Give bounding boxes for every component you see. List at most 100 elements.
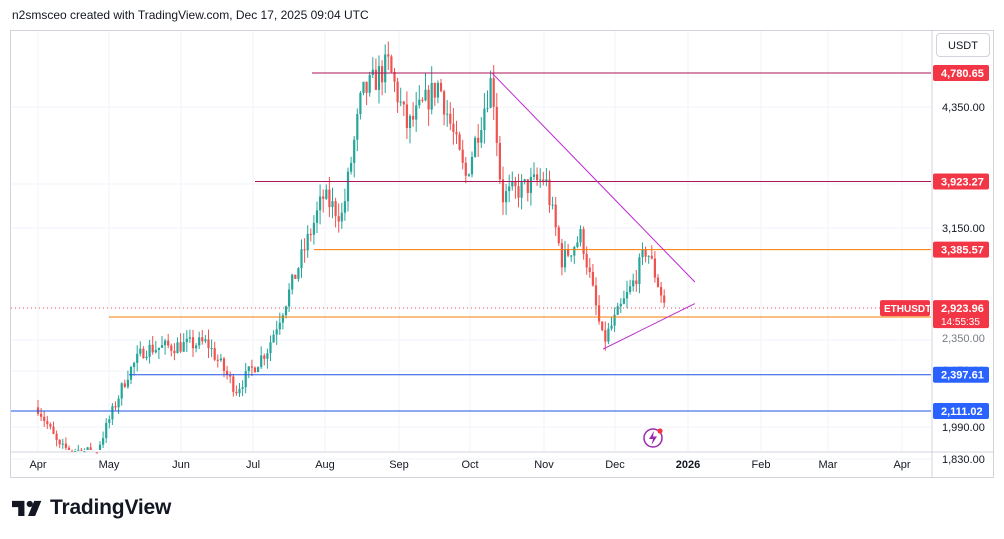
current-price-label	[933, 300, 989, 329]
candle-down	[365, 81, 368, 93]
candle-up	[83, 451, 86, 453]
candle-up	[362, 81, 365, 93]
time-tick-label: Nov	[534, 459, 554, 471]
candle-up	[281, 315, 284, 323]
candle-down	[207, 339, 210, 349]
candle-down	[222, 358, 226, 371]
candle-down	[142, 348, 145, 359]
candle-down	[542, 179, 545, 182]
time-tick-label: Feb	[752, 459, 771, 471]
candle-up	[291, 274, 294, 290]
candle-up	[613, 314, 616, 326]
tradingview-logo[interactable]: TradingView	[12, 496, 171, 520]
candle-down	[402, 101, 405, 105]
candle-up	[467, 174, 470, 176]
price-label-2,111.02	[933, 403, 989, 419]
candle-down	[582, 229, 585, 255]
symbol-tag-text: ETHUSDT	[884, 304, 931, 315]
candle-up	[371, 69, 374, 75]
price-label-4,780.65	[933, 65, 989, 81]
candle-up	[625, 292, 629, 299]
tradingview-wordmark: TradingView	[50, 496, 172, 519]
candle-down	[167, 340, 170, 346]
candle-up	[474, 137, 477, 157]
candle-down	[309, 233, 312, 235]
candle-up	[86, 447, 89, 450]
candle-down	[548, 179, 551, 205]
candle-up	[551, 204, 554, 206]
candle-up	[133, 362, 136, 367]
time-tick-label: Aug	[315, 459, 335, 471]
candle-down	[232, 376, 235, 392]
candle-down	[213, 348, 216, 360]
candle-up	[111, 406, 114, 420]
candle-up	[539, 179, 542, 181]
time-tick-label: Apr	[893, 459, 910, 471]
candle-up	[164, 340, 167, 346]
candle-down	[123, 383, 126, 387]
candle-down	[250, 366, 253, 368]
candle-up	[418, 99, 421, 106]
candle-up	[570, 255, 573, 257]
candle-up	[470, 156, 474, 175]
candle-up	[105, 422, 108, 439]
candle-up	[284, 306, 288, 316]
trendline-lower[interactable]	[602, 303, 696, 350]
candle-up	[563, 249, 567, 268]
price-label-text: 2,111.02	[941, 406, 983, 418]
candle-down	[536, 174, 539, 181]
price-tick-label: 1,830.00	[942, 454, 985, 466]
time-tick-label: 2026	[676, 459, 700, 471]
candle-down	[67, 447, 71, 450]
candle-down	[449, 113, 452, 124]
candle-up	[77, 449, 80, 451]
candle-down	[644, 249, 647, 257]
price-label-text: 4,780.65	[941, 68, 984, 80]
candle-down	[46, 421, 49, 425]
candle-down	[514, 181, 517, 187]
candle-down	[49, 424, 52, 427]
candle-up	[446, 113, 449, 115]
time-tick-label: Mar	[819, 459, 838, 471]
lightning-icon[interactable]	[642, 427, 664, 449]
candle-up	[384, 54, 387, 83]
candle-up	[204, 339, 207, 342]
price-label-3,385.57	[933, 241, 989, 258]
price-label-2,397.61	[933, 366, 989, 383]
countdown-text: 14:55:35	[941, 317, 980, 328]
candle-up	[288, 289, 291, 307]
candle-down	[433, 82, 436, 98]
candle-down	[95, 452, 98, 454]
candle-down	[216, 359, 219, 361]
candle-down	[588, 267, 591, 272]
price-label-3,923.27	[933, 173, 989, 190]
candle-up	[579, 229, 582, 243]
candle-up	[399, 101, 402, 103]
candle-down	[40, 413, 43, 417]
candle-up	[315, 210, 319, 223]
candle-up	[632, 280, 635, 287]
candle-up	[154, 349, 157, 353]
candle-down	[663, 295, 666, 303]
trendline-upper[interactable]	[491, 72, 696, 283]
candle-down	[374, 69, 377, 90]
time-tick-label: Dec	[605, 459, 625, 471]
candle-down	[452, 123, 455, 133]
candle-down	[554, 204, 557, 228]
candle-up	[272, 334, 275, 343]
candle-down	[64, 443, 67, 448]
candle-down	[650, 255, 653, 259]
candle-down	[601, 321, 604, 331]
candle-up	[238, 388, 241, 394]
candle-down	[170, 345, 173, 351]
currency-selector[interactable]: USDT	[936, 33, 990, 57]
candle-up	[74, 450, 77, 452]
candle-down	[591, 271, 594, 286]
candle-up	[241, 387, 244, 389]
candle-up	[297, 268, 300, 279]
candle-up	[368, 74, 371, 93]
candle-up	[340, 212, 343, 222]
candle-up	[266, 353, 269, 359]
candle-down	[653, 258, 656, 278]
